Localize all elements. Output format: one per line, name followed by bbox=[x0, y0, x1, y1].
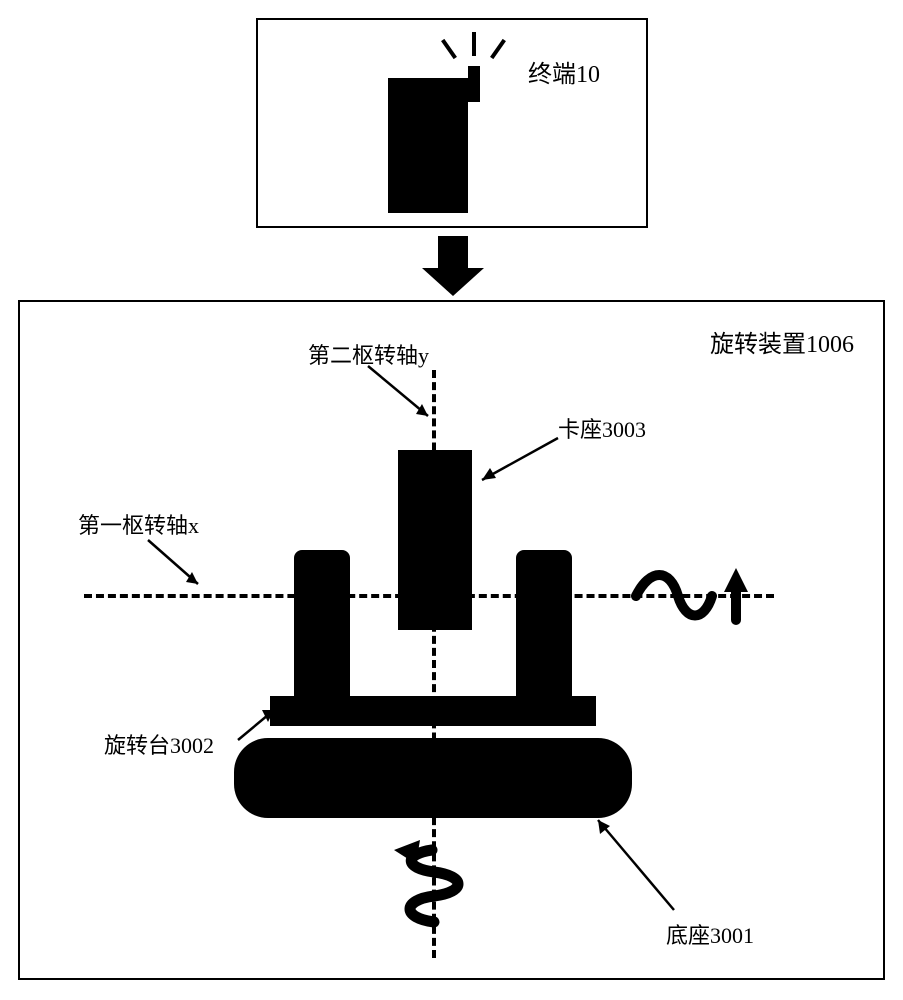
base-leader-arrow bbox=[588, 812, 682, 918]
terminal-label: 终端10 bbox=[528, 54, 600, 89]
holder-body bbox=[398, 450, 472, 630]
axis-y-leader-arrow bbox=[366, 364, 438, 426]
rotation-y-arrow-icon bbox=[384, 830, 484, 930]
base-label: 底座3001 bbox=[666, 918, 754, 950]
axis-x-leader-arrow bbox=[146, 538, 210, 594]
connector-arrow-head bbox=[422, 268, 484, 296]
axis-x-label: 第一枢转轴x bbox=[78, 508, 199, 540]
phone-body bbox=[388, 78, 468, 213]
connector-arrow-shaft bbox=[438, 236, 468, 272]
holder-label: 卡座3003 bbox=[558, 412, 646, 444]
signal-line-2 bbox=[472, 32, 476, 56]
rotation-device-title: 旋转装置1006 bbox=[710, 324, 854, 359]
upright-left bbox=[294, 550, 350, 696]
upright-right bbox=[516, 550, 572, 696]
rotation-x-arrow-icon bbox=[628, 562, 758, 628]
phone-antenna bbox=[468, 66, 480, 102]
turntable-label: 旋转台3002 bbox=[104, 728, 214, 760]
diagram-canvas: 终端10 旋转装置1006 第二枢转轴y 第一枢转轴x 卡座3003 旋转台30… bbox=[18, 18, 885, 982]
base-body bbox=[234, 738, 632, 818]
holder-leader-arrow bbox=[472, 434, 564, 490]
turntable-plate bbox=[270, 696, 596, 726]
